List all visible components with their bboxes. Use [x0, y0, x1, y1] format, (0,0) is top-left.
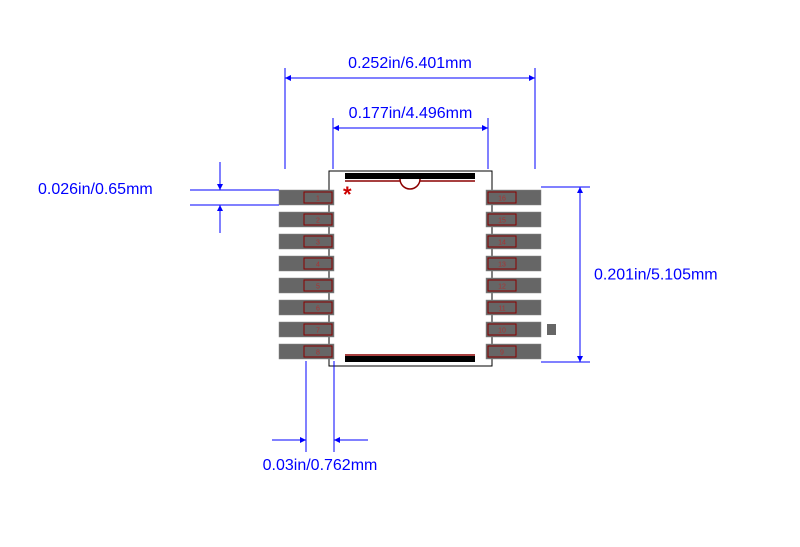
- dim-bottom-text: 0.03in/0.762mm: [263, 457, 378, 474]
- pad-right-16-label: 16: [498, 196, 506, 203]
- pin1-notch-arc: [400, 179, 420, 189]
- dim-left-text: 0.026in/0.65mm: [38, 181, 153, 198]
- pad-left-3-label: 3: [316, 240, 320, 247]
- pad-right-15-label: 15: [498, 218, 506, 225]
- bottom-bar: [345, 356, 475, 362]
- pad-right-11-label: 11: [498, 306, 505, 313]
- pad-left-6-label: 6: [316, 306, 320, 313]
- pad-left-7-label: 7: [316, 328, 320, 335]
- pad-right-10-label: 10: [498, 328, 506, 335]
- pad-left-1-label: 1: [316, 196, 320, 203]
- top-bar: [345, 173, 475, 179]
- pad-left-2-label: 2: [316, 218, 320, 225]
- pin1-marker-asterisk: *: [343, 182, 352, 207]
- pad-left-4-label: 4: [316, 262, 320, 269]
- pad-right-13-label: 13: [498, 262, 506, 269]
- package-body-outline: [329, 171, 492, 366]
- pad-left-5-label: 5: [316, 284, 320, 291]
- pad-right-9-label: 9: [500, 350, 504, 357]
- pad-left-8-label: 8: [316, 350, 320, 357]
- pad-right-12-label: 12: [498, 284, 506, 291]
- dim-top-inner-text: 0.177in/4.496mm: [349, 105, 473, 122]
- dim-top-outer-text: 0.252in/6.401mm: [348, 55, 472, 72]
- orientation-dot: [547, 324, 556, 335]
- dim-right-text: 0.201in/5.105mm: [594, 267, 718, 284]
- pad-right-14-label: 14: [498, 240, 506, 247]
